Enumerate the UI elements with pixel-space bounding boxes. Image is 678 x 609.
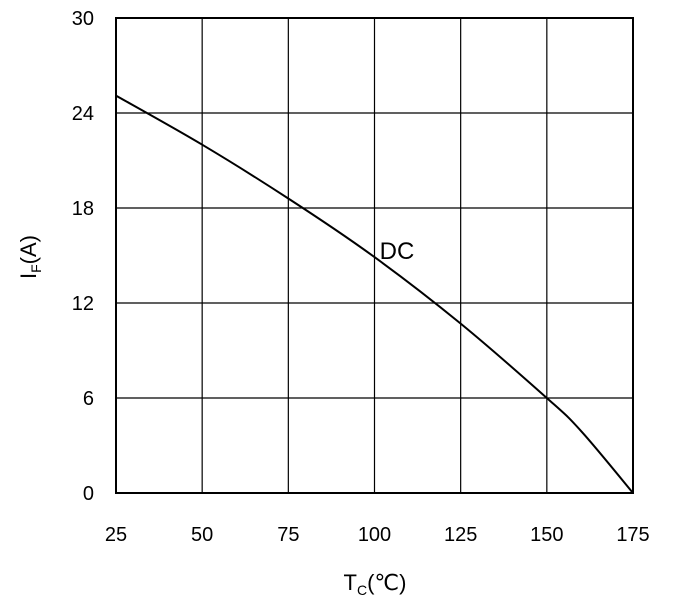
x-tick-label: 75 bbox=[277, 524, 299, 546]
series-group: DC bbox=[115, 94, 634, 494]
x-tick-label: 50 bbox=[191, 524, 213, 546]
grid-lines bbox=[116, 18, 633, 493]
y-tick-labels: 0 6 12 18 24 30 bbox=[72, 8, 94, 505]
x-tick-label: 100 bbox=[358, 524, 391, 546]
y-tick-label: 30 bbox=[72, 8, 94, 30]
x-tick-label: 150 bbox=[530, 524, 563, 546]
x-tick-label: 125 bbox=[444, 524, 477, 546]
series-line-dc bbox=[115, 94, 634, 494]
y-tick-label: 0 bbox=[83, 483, 94, 505]
y-tick-label: 18 bbox=[72, 198, 94, 220]
y-tick-label: 12 bbox=[72, 293, 94, 315]
plot-frame bbox=[115, 17, 634, 494]
x-axis-title: TC(℃) bbox=[344, 570, 407, 598]
y-tick-label: 24 bbox=[72, 103, 94, 125]
x-tick-label: 25 bbox=[105, 524, 127, 546]
series-label-dc: DC bbox=[380, 238, 415, 265]
x-tick-label: 175 bbox=[616, 524, 649, 546]
y-tick-label: 6 bbox=[83, 388, 94, 410]
y-axis-title: IF(A) bbox=[16, 235, 44, 279]
x-tick-labels: 25 50 75 100 125 150 175 bbox=[105, 524, 650, 546]
